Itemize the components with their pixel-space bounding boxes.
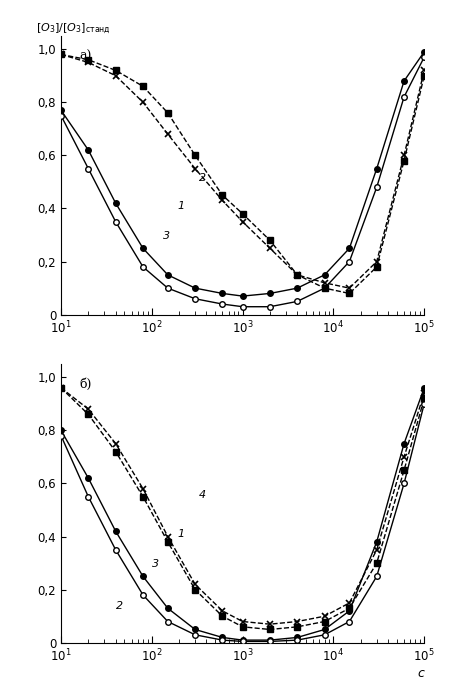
Text: 1: 1 bbox=[177, 201, 184, 211]
Text: 2: 2 bbox=[199, 173, 206, 183]
Text: 3: 3 bbox=[152, 559, 159, 569]
Text: 2: 2 bbox=[116, 601, 122, 612]
Text: 4: 4 bbox=[199, 490, 206, 500]
Text: 3: 3 bbox=[163, 231, 170, 241]
Text: а): а) bbox=[79, 50, 91, 63]
Text: 1: 1 bbox=[177, 529, 184, 539]
Text: б): б) bbox=[79, 378, 91, 391]
Text: $[O_3]/[O_3]_{\mathrm{станд}}$: $[O_3]/[O_3]_{\mathrm{станд}}$ bbox=[36, 21, 111, 35]
X-axis label: c: c bbox=[417, 667, 424, 680]
